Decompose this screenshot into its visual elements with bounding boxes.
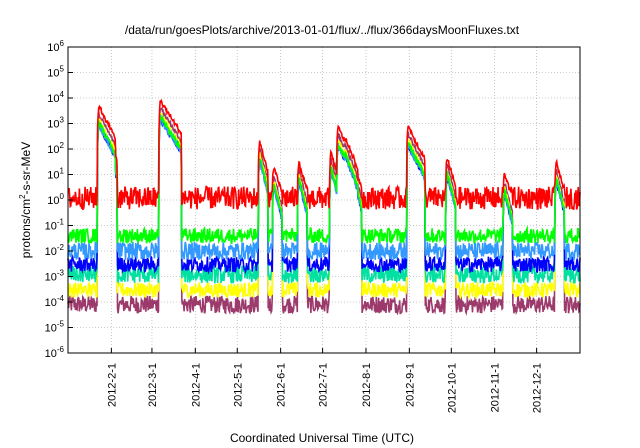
chart-title: /data/run/goesPlots/archive/2013-01-01/f… xyxy=(125,23,520,37)
series-line xyxy=(67,98,581,211)
y-tick-label: 100 xyxy=(47,192,64,207)
x-axis-ticks: 2012-2-1 2012-3-1 2012-4-1 2012-5-1 2012-6-1… xyxy=(106,348,544,413)
y-tick-label: 10-2 xyxy=(45,243,65,258)
series-line xyxy=(67,113,581,285)
y-tick-label: 104 xyxy=(47,90,64,105)
x-tick-label: 2012-8-1 xyxy=(361,363,373,407)
series-lines xyxy=(67,98,581,316)
y-axis-ticks: 10-6 10-5 10-4 10-3 10-2 10-1 100 101 102 103 104 1… xyxy=(45,39,73,360)
y-axis-label-main: protons/cm xyxy=(19,199,33,258)
y-tick-label: 105 xyxy=(47,65,64,80)
x-tick-label: 2012-4-1 xyxy=(190,363,202,407)
y-tick-label: 103 xyxy=(47,116,64,131)
plot-frame xyxy=(67,46,581,354)
x-tick-label: 2012-6-1 xyxy=(276,363,288,407)
x-tick-label: 2012-10-1 xyxy=(446,363,458,413)
x-tick-label: 2012-12-1 xyxy=(532,363,544,413)
y-tick-label: 102 xyxy=(47,141,64,156)
x-tick-label: 2012-3-1 xyxy=(147,363,159,407)
y-tick-label: 106 xyxy=(47,39,64,54)
x-tick-label: 2012-5-1 xyxy=(232,363,244,407)
y-tick-label: 10-1 xyxy=(45,218,65,233)
y-tick-label: 10-5 xyxy=(45,320,65,335)
y-tick-label: 10-3 xyxy=(45,269,65,284)
y-tick-label: 10-6 xyxy=(45,345,65,360)
y-axis-label-rest: -s-sr-MeV xyxy=(19,142,33,195)
y-tick-label: 10-4 xyxy=(45,294,65,309)
y-axis-label-sup: 2 xyxy=(18,194,27,199)
series-line xyxy=(67,112,581,301)
series-line xyxy=(67,117,581,262)
x-tick-label: 2012-2-1 xyxy=(106,363,118,407)
y-tick-label: 101 xyxy=(47,167,64,182)
series-line xyxy=(67,106,581,316)
x-axis-label: Coordinated Universal Time (UTC) xyxy=(230,431,414,445)
series-line xyxy=(67,117,581,275)
x-tick-label: 2012-9-1 xyxy=(404,363,416,407)
y-axis-label: protons/cm2-s-sr-MeV xyxy=(18,142,33,258)
series-line xyxy=(67,115,581,247)
x-tick-label: 2012-7-1 xyxy=(318,363,330,407)
x-tick-label: 2012-11-1 xyxy=(490,363,502,412)
